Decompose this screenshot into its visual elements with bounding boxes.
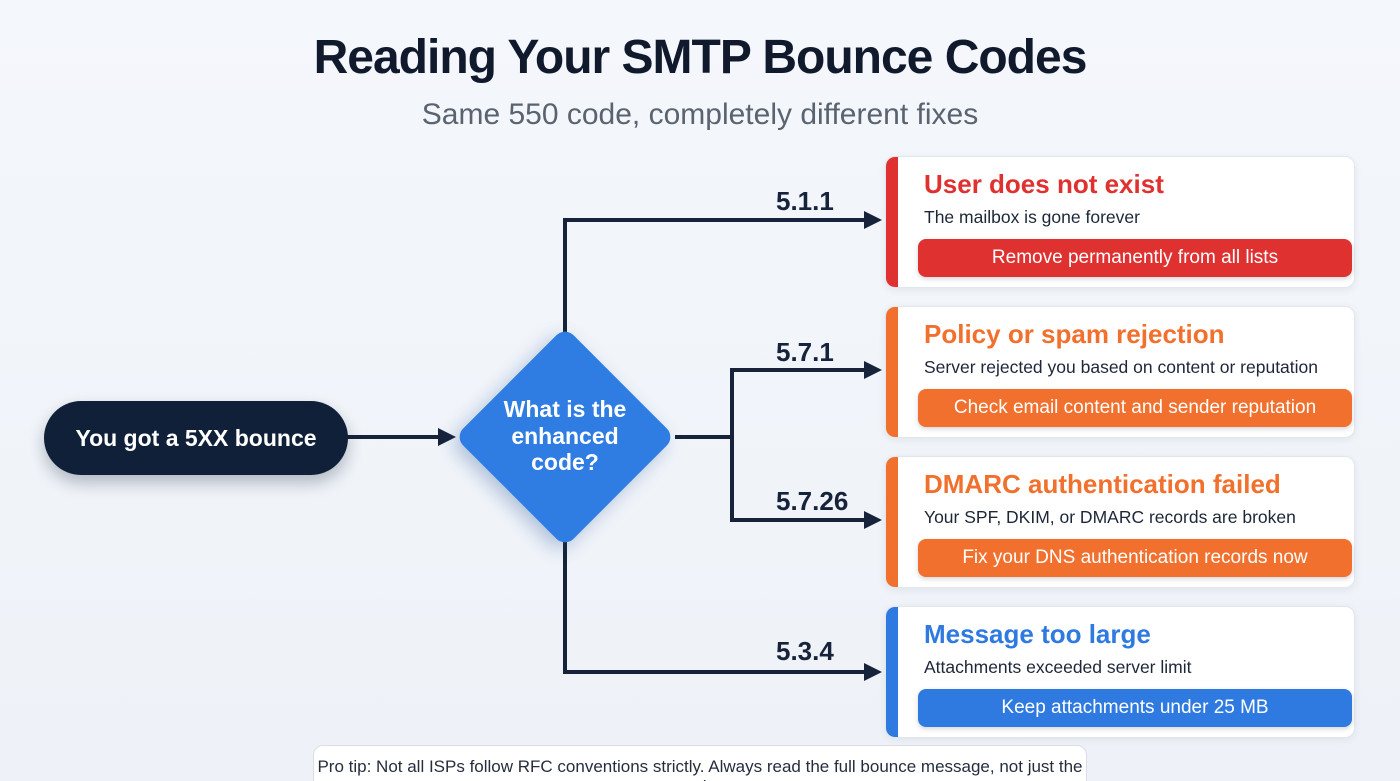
card-title: User does not exist [924,169,1164,199]
page-title: Reading Your SMTP Bounce Codes [313,31,1088,84]
card-accent-strip [886,607,898,737]
outcome-card-dmarc-failed: DMARC authentication failed Your SPF, DK… [885,456,1355,588]
start-node-label: You got a 5XX bounce [75,424,317,451]
pro-tip-text: Pro tip: Not all ISPs follow RFC convent… [317,757,1083,781]
outcome-card-user-not-exist: User does not exist The mailbox is gone … [885,156,1355,288]
card-action-button[interactable]: Fix your DNS authentication records now [918,539,1352,577]
arrowhead-5726 [864,511,882,529]
arrowhead-511 [864,211,882,229]
card-accent-strip [886,457,898,587]
card-description: The mailbox is gone forever [924,207,1140,227]
arrowhead-decision [438,428,456,446]
page-subtitle: Same 550 code, completely different fixe… [421,98,979,131]
arrowhead-534 [864,663,882,681]
connector-branch-534 [563,533,866,674]
edge-label-5726: 5.7.26 [776,486,849,516]
edge-label-511: 5.1.1 [776,186,834,216]
card-title: Policy or spam rejection [924,319,1225,349]
card-description: Your SPF, DKIM, or DMARC records are bro… [924,507,1296,527]
card-description: Attachments exceeded server limit [924,657,1192,677]
decision-label: What is the enhanced code? [503,396,627,476]
start-node: You got a 5XX bounce [44,401,348,475]
outcome-card-policy-spam: Policy or spam rejection Server rejected… [885,306,1355,438]
card-action-button[interactable]: Keep attachments under 25 MB [918,689,1352,727]
arrowhead-571 [864,361,882,379]
card-title: Message too large [924,619,1151,649]
card-accent-strip [886,157,898,287]
card-action-button[interactable]: Remove permanently from all lists [918,239,1352,277]
edge-label-534: 5.3.4 [776,636,834,666]
pro-tip-box: Pro tip: Not all ISPs follow RFC convent… [313,745,1087,781]
card-accent-strip [886,307,898,437]
connector-branch-511 [563,218,866,342]
card-action-button[interactable]: Check email content and sender reputatio… [918,389,1352,427]
outcome-card-message-too-large: Message too large Attachments exceeded s… [885,606,1355,738]
card-description: Server rejected you based on content or … [924,357,1318,377]
card-title: DMARC authentication failed [924,469,1281,499]
edge-label-571: 5.7.1 [776,337,834,367]
